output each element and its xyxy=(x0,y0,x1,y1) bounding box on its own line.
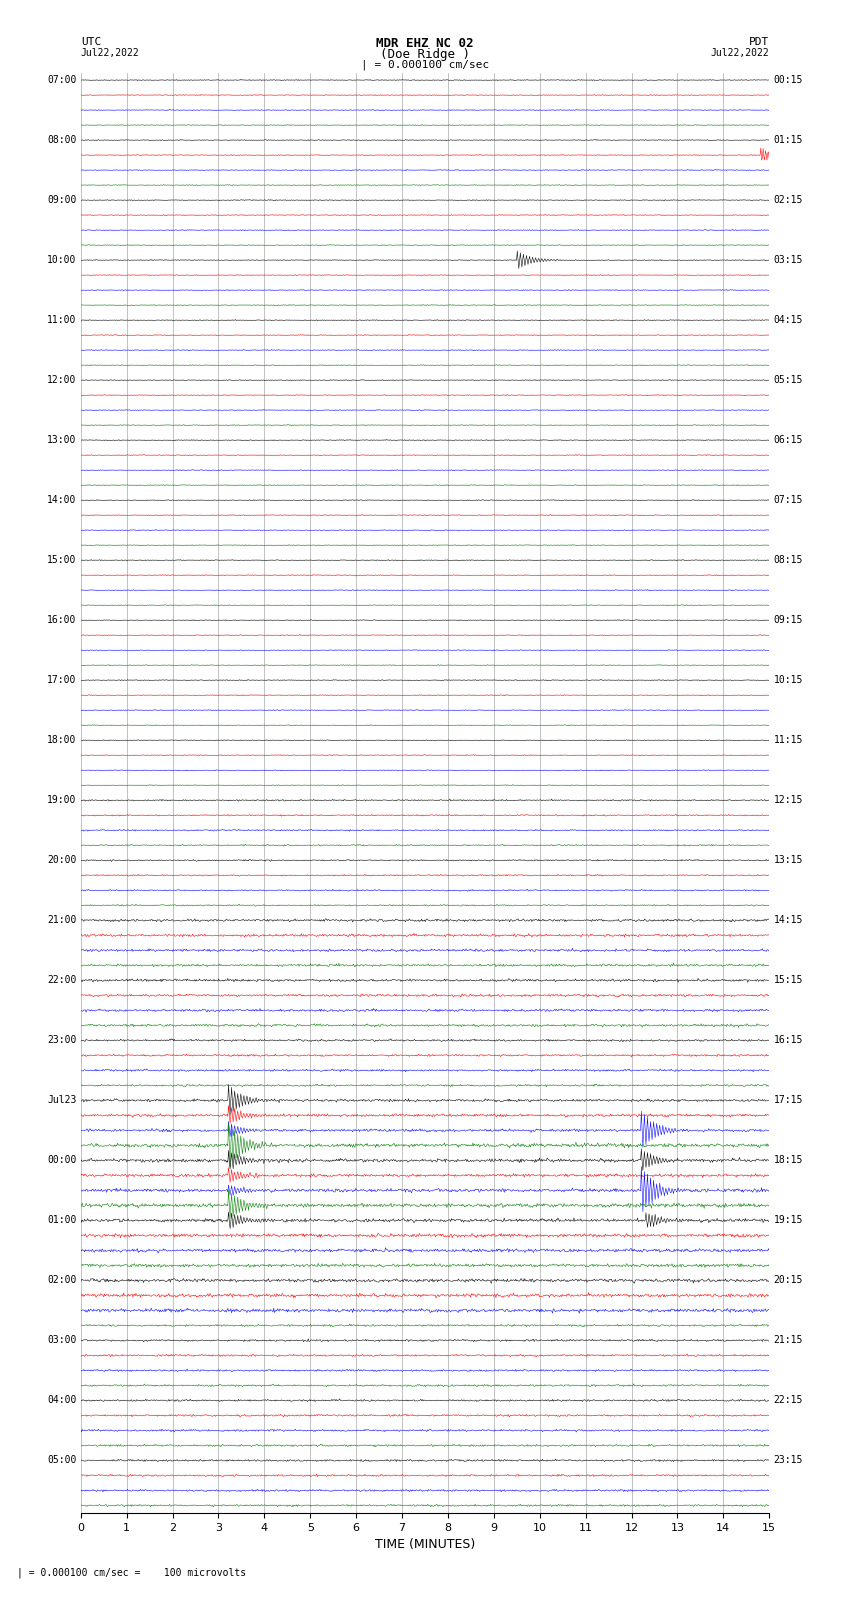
Text: 18:00: 18:00 xyxy=(47,736,76,745)
Text: 08:15: 08:15 xyxy=(774,555,803,565)
Text: | = 0.000100 cm/sec =    100 microvolts: | = 0.000100 cm/sec = 100 microvolts xyxy=(17,1566,246,1578)
Text: 03:00: 03:00 xyxy=(47,1336,76,1345)
Text: 23:15: 23:15 xyxy=(774,1455,803,1466)
Text: 10:15: 10:15 xyxy=(774,676,803,686)
Text: | = 0.000100 cm/sec: | = 0.000100 cm/sec xyxy=(361,60,489,71)
Text: 17:15: 17:15 xyxy=(774,1095,803,1105)
Text: 19:15: 19:15 xyxy=(774,1216,803,1226)
Text: 14:00: 14:00 xyxy=(47,495,76,505)
Text: 07:00: 07:00 xyxy=(47,76,76,85)
Text: (Doe Ridge ): (Doe Ridge ) xyxy=(380,48,470,61)
Text: 04:00: 04:00 xyxy=(47,1395,76,1405)
Text: 01:00: 01:00 xyxy=(47,1216,76,1226)
Text: 16:15: 16:15 xyxy=(774,1036,803,1045)
Text: 06:15: 06:15 xyxy=(774,436,803,445)
Text: UTC: UTC xyxy=(81,37,101,47)
Text: 20:15: 20:15 xyxy=(774,1276,803,1286)
Text: 20:00: 20:00 xyxy=(47,855,76,865)
Text: MDR EHZ NC 02: MDR EHZ NC 02 xyxy=(377,37,473,50)
Text: 02:00: 02:00 xyxy=(47,1276,76,1286)
Text: 15:00: 15:00 xyxy=(47,555,76,565)
Text: 22:00: 22:00 xyxy=(47,976,76,986)
Text: 12:15: 12:15 xyxy=(774,795,803,805)
Text: 10:00: 10:00 xyxy=(47,255,76,265)
Text: 23:00: 23:00 xyxy=(47,1036,76,1045)
Text: 11:15: 11:15 xyxy=(774,736,803,745)
Text: 21:15: 21:15 xyxy=(774,1336,803,1345)
Text: 05:15: 05:15 xyxy=(774,376,803,386)
Text: 09:15: 09:15 xyxy=(774,615,803,626)
Text: 11:00: 11:00 xyxy=(47,315,76,326)
Text: Jul22,2022: Jul22,2022 xyxy=(81,48,139,58)
Text: Jul23: Jul23 xyxy=(47,1095,76,1105)
Text: 19:00: 19:00 xyxy=(47,795,76,805)
Text: 07:15: 07:15 xyxy=(774,495,803,505)
Text: 08:00: 08:00 xyxy=(47,135,76,145)
Text: 14:15: 14:15 xyxy=(774,915,803,926)
Text: 00:00: 00:00 xyxy=(47,1155,76,1166)
Text: PDT: PDT xyxy=(749,37,769,47)
Text: 21:00: 21:00 xyxy=(47,915,76,926)
Text: 04:15: 04:15 xyxy=(774,315,803,326)
Text: 12:00: 12:00 xyxy=(47,376,76,386)
Text: Jul22,2022: Jul22,2022 xyxy=(711,48,769,58)
Text: 13:15: 13:15 xyxy=(774,855,803,865)
Text: 13:00: 13:00 xyxy=(47,436,76,445)
X-axis label: TIME (MINUTES): TIME (MINUTES) xyxy=(375,1539,475,1552)
Text: 09:00: 09:00 xyxy=(47,195,76,205)
Text: 02:15: 02:15 xyxy=(774,195,803,205)
Text: 17:00: 17:00 xyxy=(47,676,76,686)
Text: 22:15: 22:15 xyxy=(774,1395,803,1405)
Text: 03:15: 03:15 xyxy=(774,255,803,265)
Text: 00:15: 00:15 xyxy=(774,76,803,85)
Text: 05:00: 05:00 xyxy=(47,1455,76,1466)
Text: 18:15: 18:15 xyxy=(774,1155,803,1166)
Text: 16:00: 16:00 xyxy=(47,615,76,626)
Text: 01:15: 01:15 xyxy=(774,135,803,145)
Text: 15:15: 15:15 xyxy=(774,976,803,986)
